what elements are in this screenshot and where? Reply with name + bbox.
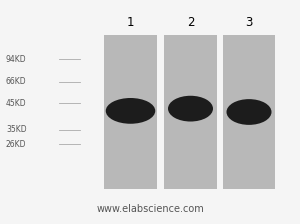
Text: 26KD: 26KD: [6, 140, 26, 149]
Text: 45KD: 45KD: [6, 99, 27, 108]
FancyBboxPatch shape: [223, 35, 275, 189]
FancyBboxPatch shape: [164, 35, 217, 189]
Text: 66KD: 66KD: [6, 77, 27, 86]
Ellipse shape: [226, 99, 272, 125]
Text: 35KD: 35KD: [6, 125, 27, 134]
FancyBboxPatch shape: [104, 35, 157, 189]
Text: 3: 3: [245, 16, 253, 29]
Ellipse shape: [168, 96, 213, 121]
Text: www.elabscience.com: www.elabscience.com: [96, 205, 204, 214]
Text: 94KD: 94KD: [6, 55, 27, 64]
Text: 2: 2: [187, 16, 194, 29]
Ellipse shape: [106, 98, 155, 124]
Text: 1: 1: [127, 16, 134, 29]
